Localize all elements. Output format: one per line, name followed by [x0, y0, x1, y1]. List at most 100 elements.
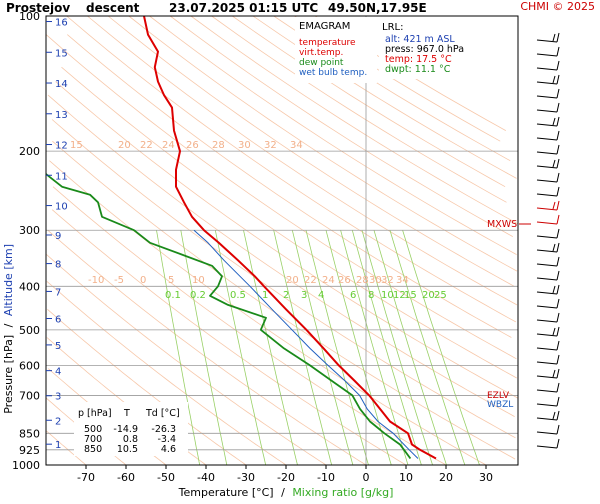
wind-barb-shaft — [536, 81, 558, 85]
x-axis-sep: / — [281, 486, 285, 499]
wind-barb-flag — [556, 424, 560, 435]
temperature-tick--50: -50 — [157, 471, 175, 484]
wind-barb-flag — [556, 410, 560, 421]
dry-adiabat-label: 20 — [118, 140, 131, 151]
dry-adiabat-line — [55, 81, 519, 399]
dry-adiabat-line — [87, 15, 518, 306]
table-row-700-p: 700 — [84, 434, 102, 445]
isoline-labels: 15 20 22 24 26 28 30 32 34-10 -5 0 5 10 20 22 24 26 28 30 3… — [70, 140, 447, 301]
mixing-ratio-lines — [156, 230, 480, 466]
wind-barb-shaft — [536, 39, 558, 43]
temperature-tick-10: 10 — [399, 471, 413, 484]
dry-adiabat-line — [61, 66, 517, 379]
wind-barb-flag — [556, 74, 560, 85]
wind-barb-shaft — [536, 221, 558, 225]
dry-adiabat-label: 26 — [338, 275, 351, 286]
temperature-tick-30: 30 — [479, 471, 493, 484]
legend-box — [295, 17, 377, 83]
dry-adiabat-line — [45, 34, 517, 360]
dry-adiabat-line — [128, 15, 518, 272]
wind-barb-shaft — [536, 179, 558, 183]
mixing-ratio-line — [180, 230, 228, 466]
dry-adiabat-label: 20 — [286, 275, 299, 286]
dry-adiabat-label: 22 — [140, 140, 153, 151]
flight-mode: descent — [86, 1, 140, 15]
mixing-ratio-label: 15 — [404, 290, 417, 301]
altitude-tick-13: 13 — [55, 110, 68, 121]
observation-time: 23.07.2025 01:15 UTC — [169, 1, 318, 15]
wind-barb-flag — [552, 117, 556, 126]
altitude-tick-7: 7 — [55, 287, 61, 298]
y-axis-title: Pressure [hPa] / Altitude [km] — [2, 244, 15, 414]
pressure-tick-400: 400 — [19, 280, 40, 293]
temperature-axis: -70 -60 -50 -40 -30 -20 -10 0 10 20 30 — [77, 465, 493, 484]
dry-adiabat-label: 28 — [212, 140, 225, 151]
wind-barb-shaft — [536, 361, 558, 365]
legend-wet-bulb: wet bulb temp. — [299, 68, 367, 78]
altitude-tick-4: 4 — [55, 367, 61, 378]
x-axis-title: Temperature [°C] / Mixing ratio [g/kg] — [178, 486, 394, 499]
pressure-tick-600: 600 — [19, 359, 40, 372]
mixing-ratio-label: 8 — [368, 290, 374, 301]
dry-adiabat-label: -5 — [114, 275, 124, 286]
wind-barb-flag — [556, 256, 560, 267]
sounding-profiles — [45, 15, 437, 460]
wind-barb-shaft — [536, 67, 558, 71]
dry-adiabat-line — [66, 15, 516, 323]
table-row-700-t: 0.8 — [123, 434, 138, 445]
temperature-tick--30: -30 — [237, 471, 255, 484]
dry-adiabat-label: 30 — [238, 140, 251, 151]
wind-barb-flag — [556, 214, 560, 225]
wind-barb-shaft — [536, 95, 558, 99]
dry-adiabat-label: 28 — [356, 275, 369, 286]
dry-adiabats — [45, 15, 519, 466]
mixing-ratio-line — [361, 230, 433, 466]
wind-barb-flag — [552, 243, 556, 252]
wind-barb-shaft — [536, 347, 558, 351]
legend-virtual-temp: virt.temp. — [299, 48, 343, 58]
level-marker-ezlv: EZLV — [487, 391, 510, 401]
wind-barb-shaft — [536, 431, 558, 435]
table-header-td: Td [°C] — [145, 408, 180, 419]
table-row-500-td: -26.3 — [151, 424, 176, 435]
legend-heading: EMAGRAM — [299, 21, 350, 32]
altitude-tick-16: 16 — [55, 18, 68, 29]
table-header-t: T — [123, 408, 130, 419]
dry-adiabat-line — [47, 94, 515, 417]
wind-barb-flag — [556, 172, 560, 183]
dry-adiabat-label: 30 — [369, 275, 382, 286]
wind-barb-flag — [556, 158, 560, 169]
dry-adiabat-line — [47, 229, 367, 466]
wind-barb-shaft — [536, 263, 558, 267]
dry-adiabat-line — [52, 140, 516, 460]
mixing-ratio-line — [156, 230, 201, 466]
temperature-tick--10: -10 — [317, 471, 335, 484]
lrl-dewpoint: dwpt: 11.1 °C — [385, 64, 451, 75]
station-name: Prostejov — [6, 1, 70, 15]
wind-barb-flag — [556, 32, 560, 43]
wind-barb-flag — [556, 396, 560, 407]
mixing-ratio-label: 0.5 — [230, 290, 246, 301]
mixing-ratio-line — [373, 230, 447, 466]
copyright: CHMI © 2025 — [520, 0, 595, 13]
y-axis-sep: / — [2, 323, 15, 327]
altitude-tick-11: 11 — [55, 171, 68, 182]
wind-barb-flag — [556, 270, 560, 281]
wind-barb-shaft — [536, 417, 558, 421]
wind-barb-shaft — [536, 291, 558, 295]
table-row-500-t: -14.9 — [113, 424, 138, 435]
dry-adiabat-label: 5 — [168, 275, 174, 286]
series-temperature-line — [143, 15, 437, 460]
wind-barb-flag — [556, 340, 560, 351]
wind-barb-flag — [556, 438, 560, 449]
wind-barb-shaft — [536, 445, 558, 449]
lrl-temperature: temp: 17.5 °C — [385, 54, 452, 65]
wind-barb-shaft — [536, 137, 558, 141]
mixing-ratio-line — [402, 230, 480, 466]
dry-adiabat-label: 32 — [381, 275, 394, 286]
altitude-tick-14: 14 — [55, 79, 68, 90]
dry-adiabat-label: 34 — [396, 275, 409, 286]
wind-barb-flag — [552, 159, 556, 168]
level-marker-wbzl: WBZL — [487, 400, 513, 410]
